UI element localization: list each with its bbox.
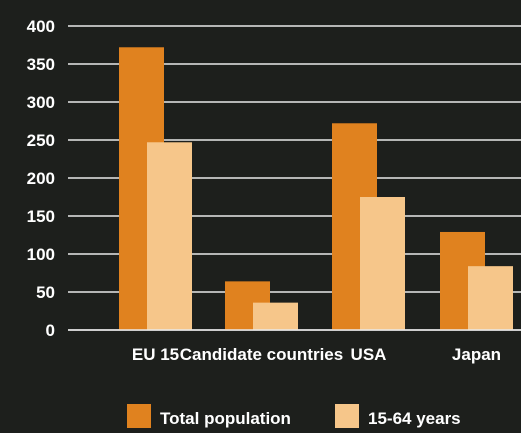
x-category-label: EU 15 bbox=[132, 345, 179, 364]
y-tick-label: 350 bbox=[27, 55, 55, 74]
legend-label: 15-64 years bbox=[368, 409, 461, 428]
y-tick-label: 150 bbox=[27, 207, 55, 226]
x-category-label: Candidate countries bbox=[180, 345, 343, 364]
y-tick-label: 50 bbox=[36, 283, 55, 302]
y-tick-label: 100 bbox=[27, 245, 55, 264]
bar-15-64-years bbox=[468, 266, 513, 330]
x-category-label: USA bbox=[351, 345, 387, 364]
x-category-label: Japan bbox=[452, 345, 501, 364]
y-tick-label: 300 bbox=[27, 93, 55, 112]
legend-label: Total population bbox=[160, 409, 291, 428]
legend-swatch-total-population bbox=[127, 404, 151, 428]
y-tick-label: 400 bbox=[27, 17, 55, 36]
y-tick-label: 0 bbox=[46, 321, 55, 340]
bar-15-64-years bbox=[360, 197, 405, 330]
bar-15-64-years bbox=[147, 142, 192, 330]
bar-15-64-years bbox=[253, 302, 298, 330]
y-tick-label: 250 bbox=[27, 131, 55, 150]
legend-swatch-15-64-years bbox=[335, 404, 359, 428]
y-tick-label: 200 bbox=[27, 169, 55, 188]
